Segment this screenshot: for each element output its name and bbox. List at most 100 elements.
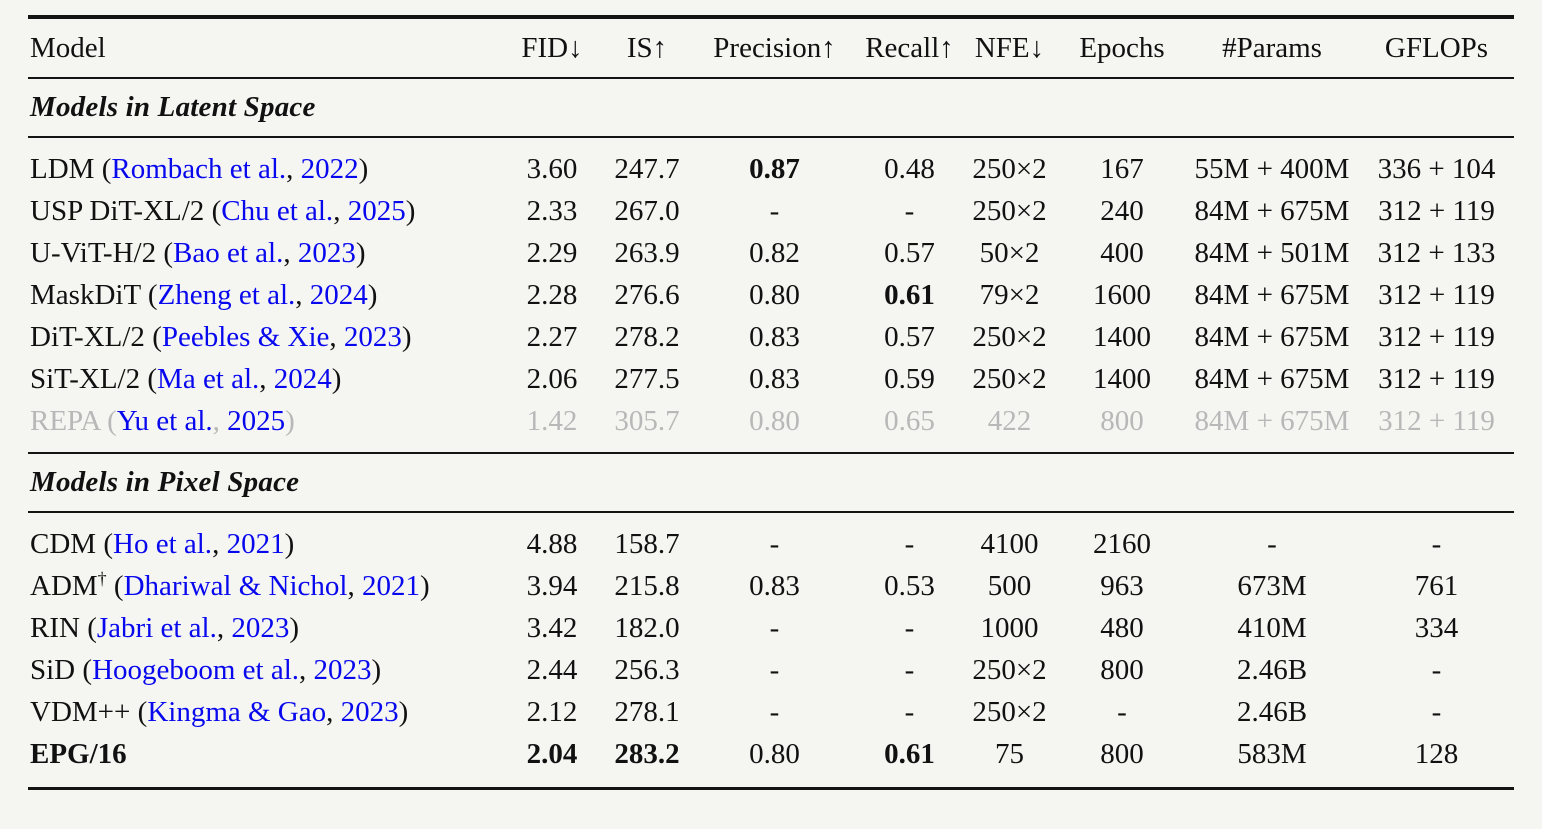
column-header-nfe: NFE↓ [974,31,1045,64]
cell-fid: 4.88 [526,527,578,560]
citation-author-link[interactable]: Chu et al. [221,194,334,227]
table-row: EPG/16 2.04 283.2 0.80 0.61 75 800 583M 128 [28,733,1514,775]
citation-author-link[interactable]: Ma et al. [157,362,260,395]
cell-recall: - [904,527,915,560]
cell-recall: 0.65 [884,404,935,437]
table-row: ADM† (Dhariwal & Nichol, 2021) 3.94 215.8 0… [28,565,1514,607]
model-name: LDM [30,152,95,185]
cell-precision: - [769,695,780,728]
model-name: RIN [30,611,80,644]
table-row: REPA (Yu et al., 2025) 1.42 305.7 0.80 0.65 4… [28,400,1514,442]
cell-epochs: 800 [1100,653,1144,686]
table-row: MaskDiT (Zheng et al., 2024) 2.28 276.6 0.8… [28,274,1514,316]
cell-nfe: 50×2 [979,236,1040,269]
cell-model: RIN (Jabri et al., 2023) [30,611,300,644]
cell-fid: 2.06 [526,362,578,395]
cell-epochs: 800 [1100,404,1144,437]
cell-model: USP DiT-XL/2 (Chu et al., 2025) [30,194,416,227]
cell-is: 247.7 [614,152,680,185]
citation-year-link[interactable]: 2024 [273,362,332,395]
cell-params: 2.46B [1236,695,1308,728]
cell-fid: 2.33 [526,194,578,227]
cell-gflops: 312 + 119 [1378,362,1495,395]
cell-precision: 0.87 [749,152,800,185]
column-header-epochs: Epochs [1079,31,1165,64]
model-name: USP DiT-XL/2 [30,194,205,227]
cell-params: 84M + 675M [1194,320,1350,353]
model-name: DiT-XL/2 [30,320,145,353]
model-dagger-superscript: † [97,567,107,588]
cell-model: CDM (Ho et al., 2021) [30,527,295,560]
citation-author-link[interactable]: Dhariwal & Nichol [123,569,348,602]
cell-model: U-ViT-H/2 (Bao et al., 2023) [30,236,366,269]
cell-fid: 3.94 [526,569,578,602]
citation-author-link[interactable]: Bao et al. [173,236,284,269]
model-name: SiD [30,653,76,686]
cell-params: 84M + 675M [1194,362,1350,395]
column-header-params: #Params [1222,31,1322,64]
cell-precision: - [769,653,780,686]
cell-precision: - [769,194,780,227]
table-row: VDM++ (Kingma & Gao, 2023) 2.12 278.1 - - 250… [28,691,1514,733]
cell-recall: 0.48 [884,152,935,185]
column-header-is: IS↑ [626,31,668,64]
citation-year-link[interactable]: 2023 [340,695,399,728]
cell-is: 215.8 [614,569,680,602]
pixel-section-rule [28,510,1514,513]
cell-epochs: 963 [1100,569,1144,602]
cell-params: 84M + 675M [1194,278,1350,311]
cell-precision: 0.80 [749,737,800,770]
cell-precision: 0.80 [749,404,800,437]
cell-fid: 2.28 [526,278,578,311]
citation-author-link[interactable]: Kingma & Gao [147,695,327,728]
cell-precision: - [769,611,780,644]
citation-year-link[interactable]: 2024 [309,278,368,311]
citation-year-link[interactable]: 2023 [343,320,402,353]
citation-author-link[interactable]: Ho et al. [113,527,213,560]
cell-fid: 3.60 [526,152,578,185]
cell-gflops: 334 [1414,611,1459,644]
table-row: SiD (Hoogeboom et al., 2023) 2.44 256.3 - - 2… [28,649,1514,691]
table-bottom-rule [28,786,1514,790]
citation-year-link[interactable]: 2023 [231,611,290,644]
cell-epochs: 240 [1100,194,1144,227]
cell-gflops: 336 + 104 [1377,152,1496,185]
citation-year-link[interactable]: 2025 [347,194,406,227]
citation-author-link[interactable]: Yu et al. [116,404,213,437]
cell-precision: 0.82 [749,236,800,269]
model-name: ADM [30,569,98,602]
cell-nfe: 250×2 [972,653,1047,686]
cell-recall: 0.53 [884,569,935,602]
cell-nfe: 250×2 [972,695,1047,728]
citation-year-link[interactable]: 2023 [313,653,372,686]
cell-nfe: 500 [987,569,1032,602]
citation-year-link[interactable]: 2022 [300,152,359,185]
table-row: DiT-XL/2 (Peebles & Xie, 2023) 2.27 278.2 0… [28,316,1514,358]
citation-author-link[interactable]: Rombach et al. [111,152,287,185]
citation-year-link[interactable]: 2025 [227,404,286,437]
column-header-precision: Precision↑ [713,31,836,64]
citation-author-link[interactable]: Peebles & Xie [161,320,330,353]
citation-author-link[interactable]: Zheng et al. [157,278,296,311]
cell-params: 84M + 675M [1194,194,1350,227]
table-row: SiT-XL/2 (Ma et al., 2024) 2.06 277.5 0.83 0… [28,358,1514,400]
cell-gflops: 761 [1414,569,1459,602]
citation-author-link[interactable]: Hoogeboom et al. [92,653,300,686]
citation-year-link[interactable]: 2021 [226,527,285,560]
cell-fid: 2.44 [526,653,578,686]
cell-is: 263.9 [614,236,680,269]
cell-fid: 2.27 [526,320,578,353]
cell-epochs: 480 [1100,611,1144,644]
table-body-latent: LDM (Rombach et al., 2022) 3.60 247.7 0.87 0… [28,138,1514,452]
cell-model: REPA (Yu et al., 2025) [30,404,295,437]
cell-fid: 1.42 [526,404,578,437]
citation-year-link[interactable]: 2021 [361,569,420,602]
cell-is: 277.5 [614,362,680,395]
cell-params: 84M + 501M [1194,236,1350,269]
citation-author-link[interactable]: Jabri et al. [96,611,217,644]
cell-nfe: 250×2 [972,194,1047,227]
cell-gflops: 128 [1414,737,1459,770]
cell-params: 84M + 675M [1194,404,1350,437]
citation-year-link[interactable]: 2023 [297,236,356,269]
model-name: CDM [30,527,97,560]
